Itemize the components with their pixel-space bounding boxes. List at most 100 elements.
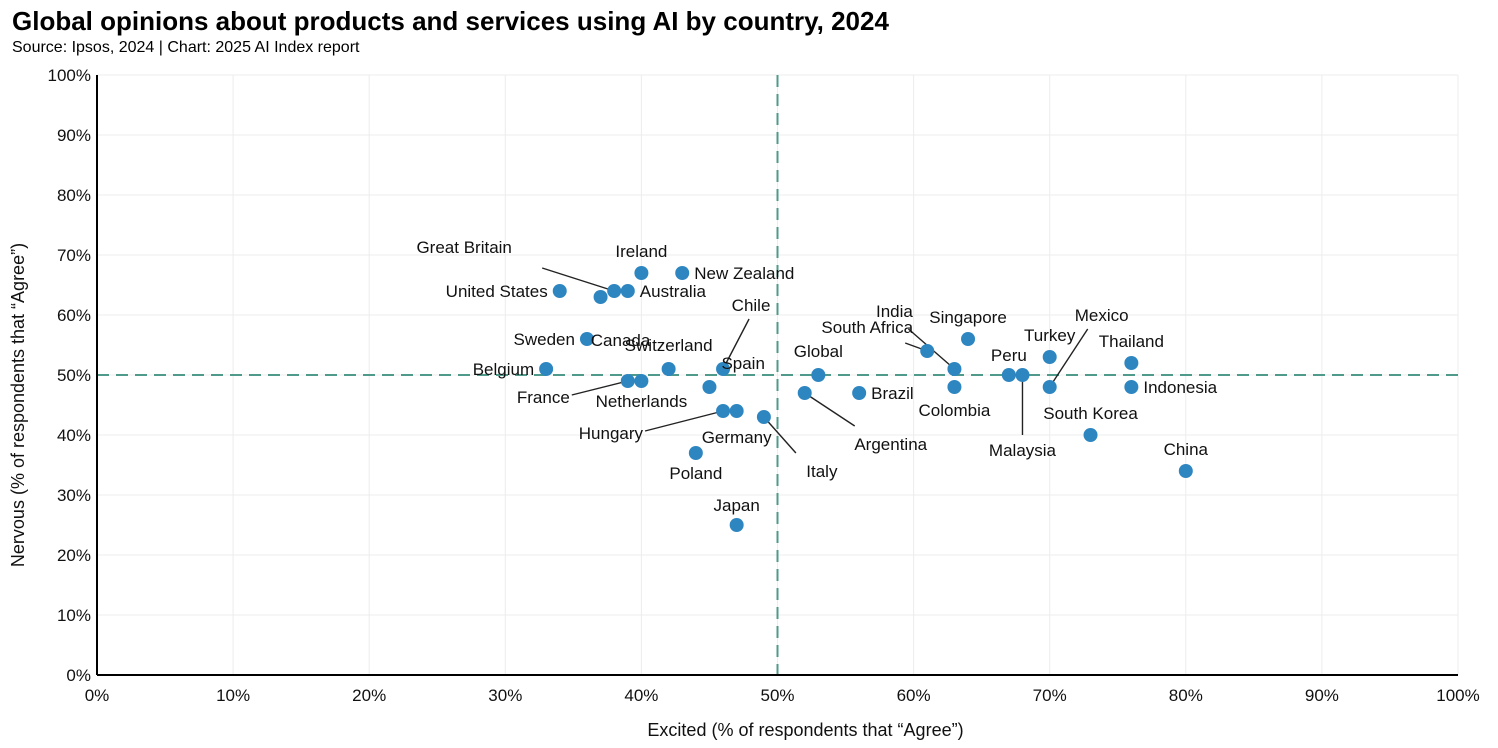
data-point <box>716 404 731 418</box>
data-label: Indonesia <box>1143 378 1217 397</box>
data-label: France <box>517 388 570 407</box>
data-label: Belgium <box>473 360 534 379</box>
reference-lines <box>97 75 1458 675</box>
data-point <box>1124 356 1139 370</box>
data-point <box>1015 368 1030 382</box>
data-label: United States <box>446 282 548 301</box>
data-label: Great Britain <box>416 238 511 257</box>
data-label: Switzerland <box>625 336 713 355</box>
data-point <box>947 380 962 394</box>
y-tick-label: 40% <box>57 426 91 445</box>
data-point <box>1124 380 1139 394</box>
data-point <box>593 290 608 304</box>
y-axis-label: Nervous (% of respondents that “Agree”) <box>8 243 28 567</box>
data-label: Germany <box>702 428 772 447</box>
x-tick-label: 100% <box>1436 686 1479 705</box>
data-point <box>702 380 717 394</box>
data-point <box>729 518 744 532</box>
data-point <box>1178 464 1193 478</box>
data-point <box>1042 350 1057 364</box>
data-label: Singapore <box>929 308 1007 327</box>
y-tick-label: 10% <box>57 606 91 625</box>
data-label: Netherlands <box>596 392 688 411</box>
data-point <box>961 332 976 346</box>
data-label: Turkey <box>1024 326 1076 345</box>
chart-subtitle: Source: Ipsos, 2024 | Chart: 2025 AI Ind… <box>12 39 360 56</box>
data-labels: United States Canada Great Britain Australi… <box>416 238 1217 515</box>
leader-line <box>722 318 750 370</box>
data-label: Canada <box>591 331 651 350</box>
y-tick-label: 80% <box>57 186 91 205</box>
data-point <box>811 368 826 382</box>
data-label: Poland <box>669 464 722 483</box>
x-tick-label: 10% <box>216 686 250 705</box>
data-point <box>539 362 554 376</box>
y-tick-label: 100% <box>48 66 91 85</box>
data-label: China <box>1164 440 1209 459</box>
data-label: Japan <box>714 496 760 515</box>
leader-line <box>804 392 856 427</box>
y-tick-label: 90% <box>57 126 91 145</box>
y-tick-label: 0% <box>66 666 91 685</box>
x-tick-label: 90% <box>1305 686 1339 705</box>
data-label: India <box>876 302 913 321</box>
data-label: Malaysia <box>989 441 1057 460</box>
data-point <box>607 284 622 298</box>
data-point <box>661 362 676 376</box>
data-label: Hungary <box>579 424 644 443</box>
data-label: Thailand <box>1099 332 1164 351</box>
data-point <box>1001 368 1016 382</box>
x-tick-label: 40% <box>624 686 658 705</box>
data-label: Colombia <box>919 401 991 420</box>
tick-labels: 0% 10% 20% 30% 40% 50% 60% 70% 80% 90% 100% 0% 10% 20… <box>48 66 1480 705</box>
data-point <box>634 374 649 388</box>
data-point <box>675 266 690 280</box>
data-points <box>539 266 1193 532</box>
data-point <box>947 362 962 376</box>
leader-line <box>763 416 797 454</box>
y-tick-label: 70% <box>57 246 91 265</box>
data-label: Ireland <box>615 242 667 261</box>
leader-line <box>1049 328 1089 388</box>
y-tick-label: 50% <box>57 366 91 385</box>
leader-line <box>644 410 724 432</box>
x-tick-label: 0% <box>85 686 110 705</box>
data-label: South Korea <box>1043 404 1138 423</box>
data-label: Australia <box>640 282 707 301</box>
x-tick-label: 50% <box>760 686 794 705</box>
data-point <box>852 386 867 400</box>
grid-lines <box>97 74 1459 675</box>
leader-line <box>541 267 615 292</box>
data-point <box>729 404 744 418</box>
data-point <box>716 362 731 376</box>
data-label: Argentina <box>854 435 927 454</box>
data-point <box>634 266 649 280</box>
data-point <box>552 284 567 298</box>
data-label: South Africa <box>821 318 913 337</box>
data-point <box>920 344 935 358</box>
data-point <box>797 386 812 400</box>
x-tick-label: 60% <box>897 686 931 705</box>
data-point <box>1083 428 1098 442</box>
x-tick-label: 30% <box>488 686 522 705</box>
y-tick-label: 60% <box>57 306 91 325</box>
chart-title: Global opinions about products and servi… <box>12 6 889 36</box>
data-label: Chile <box>732 296 771 315</box>
data-point <box>620 374 635 388</box>
data-label: New Zealand <box>694 264 794 283</box>
y-tick-label: 30% <box>57 486 91 505</box>
x-tick-label: 80% <box>1169 686 1203 705</box>
data-label: Sweden <box>514 330 575 349</box>
data-label: Global <box>794 342 843 361</box>
data-point <box>579 332 594 346</box>
data-point <box>756 410 771 424</box>
x-tick-label: 70% <box>1033 686 1067 705</box>
data-label: Peru <box>991 346 1027 365</box>
data-label: Brazil <box>871 384 914 403</box>
axes <box>96 75 1458 676</box>
data-label: Italy <box>806 462 838 481</box>
data-label: Mexico <box>1075 306 1129 325</box>
data-point <box>620 284 635 298</box>
data-point <box>1042 380 1057 394</box>
